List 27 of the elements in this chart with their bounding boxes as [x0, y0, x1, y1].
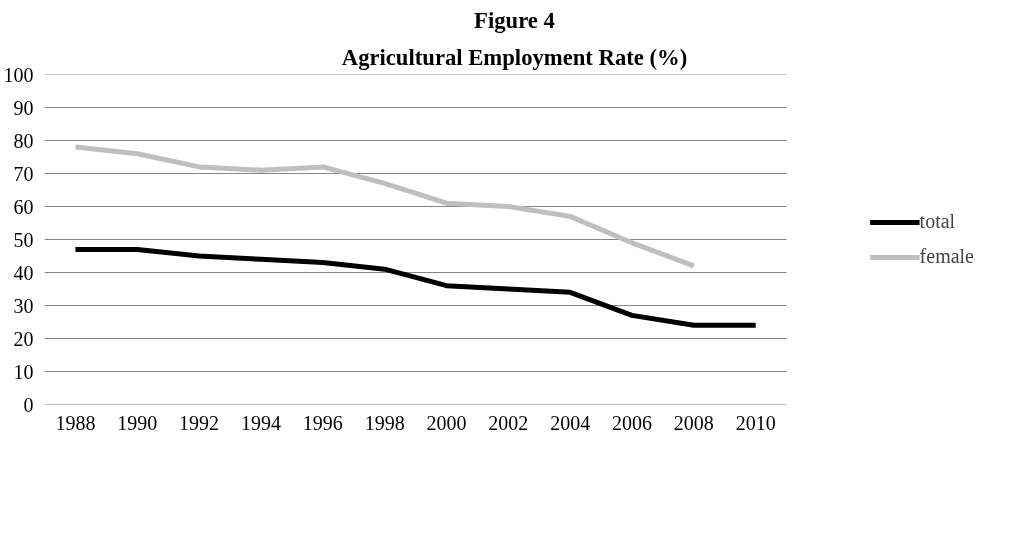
y-tick-label: 30 [13, 294, 34, 317]
x-tick-label: 1988 [55, 411, 96, 434]
x-tick-label: 1992 [179, 411, 220, 434]
x-tick-label: 1998 [364, 411, 405, 434]
x-tick-label: 2000 [426, 411, 467, 434]
y-tick-label: 0 [23, 393, 34, 416]
x-tick-label: 2010 [735, 411, 776, 434]
y-tick-label: 90 [13, 96, 34, 119]
legend-label: female [919, 245, 974, 268]
y-tick-label: 80 [13, 129, 34, 152]
x-tick-label: 1994 [240, 411, 281, 434]
y-tick-label: 10 [13, 360, 34, 383]
chart-subtitle: Agricultural Employment Rate (%) [341, 44, 688, 70]
x-tick-label: 1990 [117, 411, 158, 434]
x-tick-label: 2008 [673, 411, 714, 434]
chart-title: Figure 4 [474, 7, 555, 33]
x-tick-label: 1996 [302, 411, 343, 434]
x-tick-label: 2002 [488, 411, 529, 434]
x-tick-label: 2004 [550, 411, 591, 434]
y-tick-label: 70 [13, 162, 34, 185]
y-tick-label: 60 [13, 195, 34, 218]
x-tick-label: 2006 [612, 411, 652, 434]
y-tick-label: 40 [13, 261, 34, 284]
y-tick-label: 100 [3, 63, 34, 86]
legend-label: total [919, 210, 956, 233]
y-tick-label: 20 [13, 327, 34, 350]
y-tick-label: 50 [13, 228, 34, 251]
